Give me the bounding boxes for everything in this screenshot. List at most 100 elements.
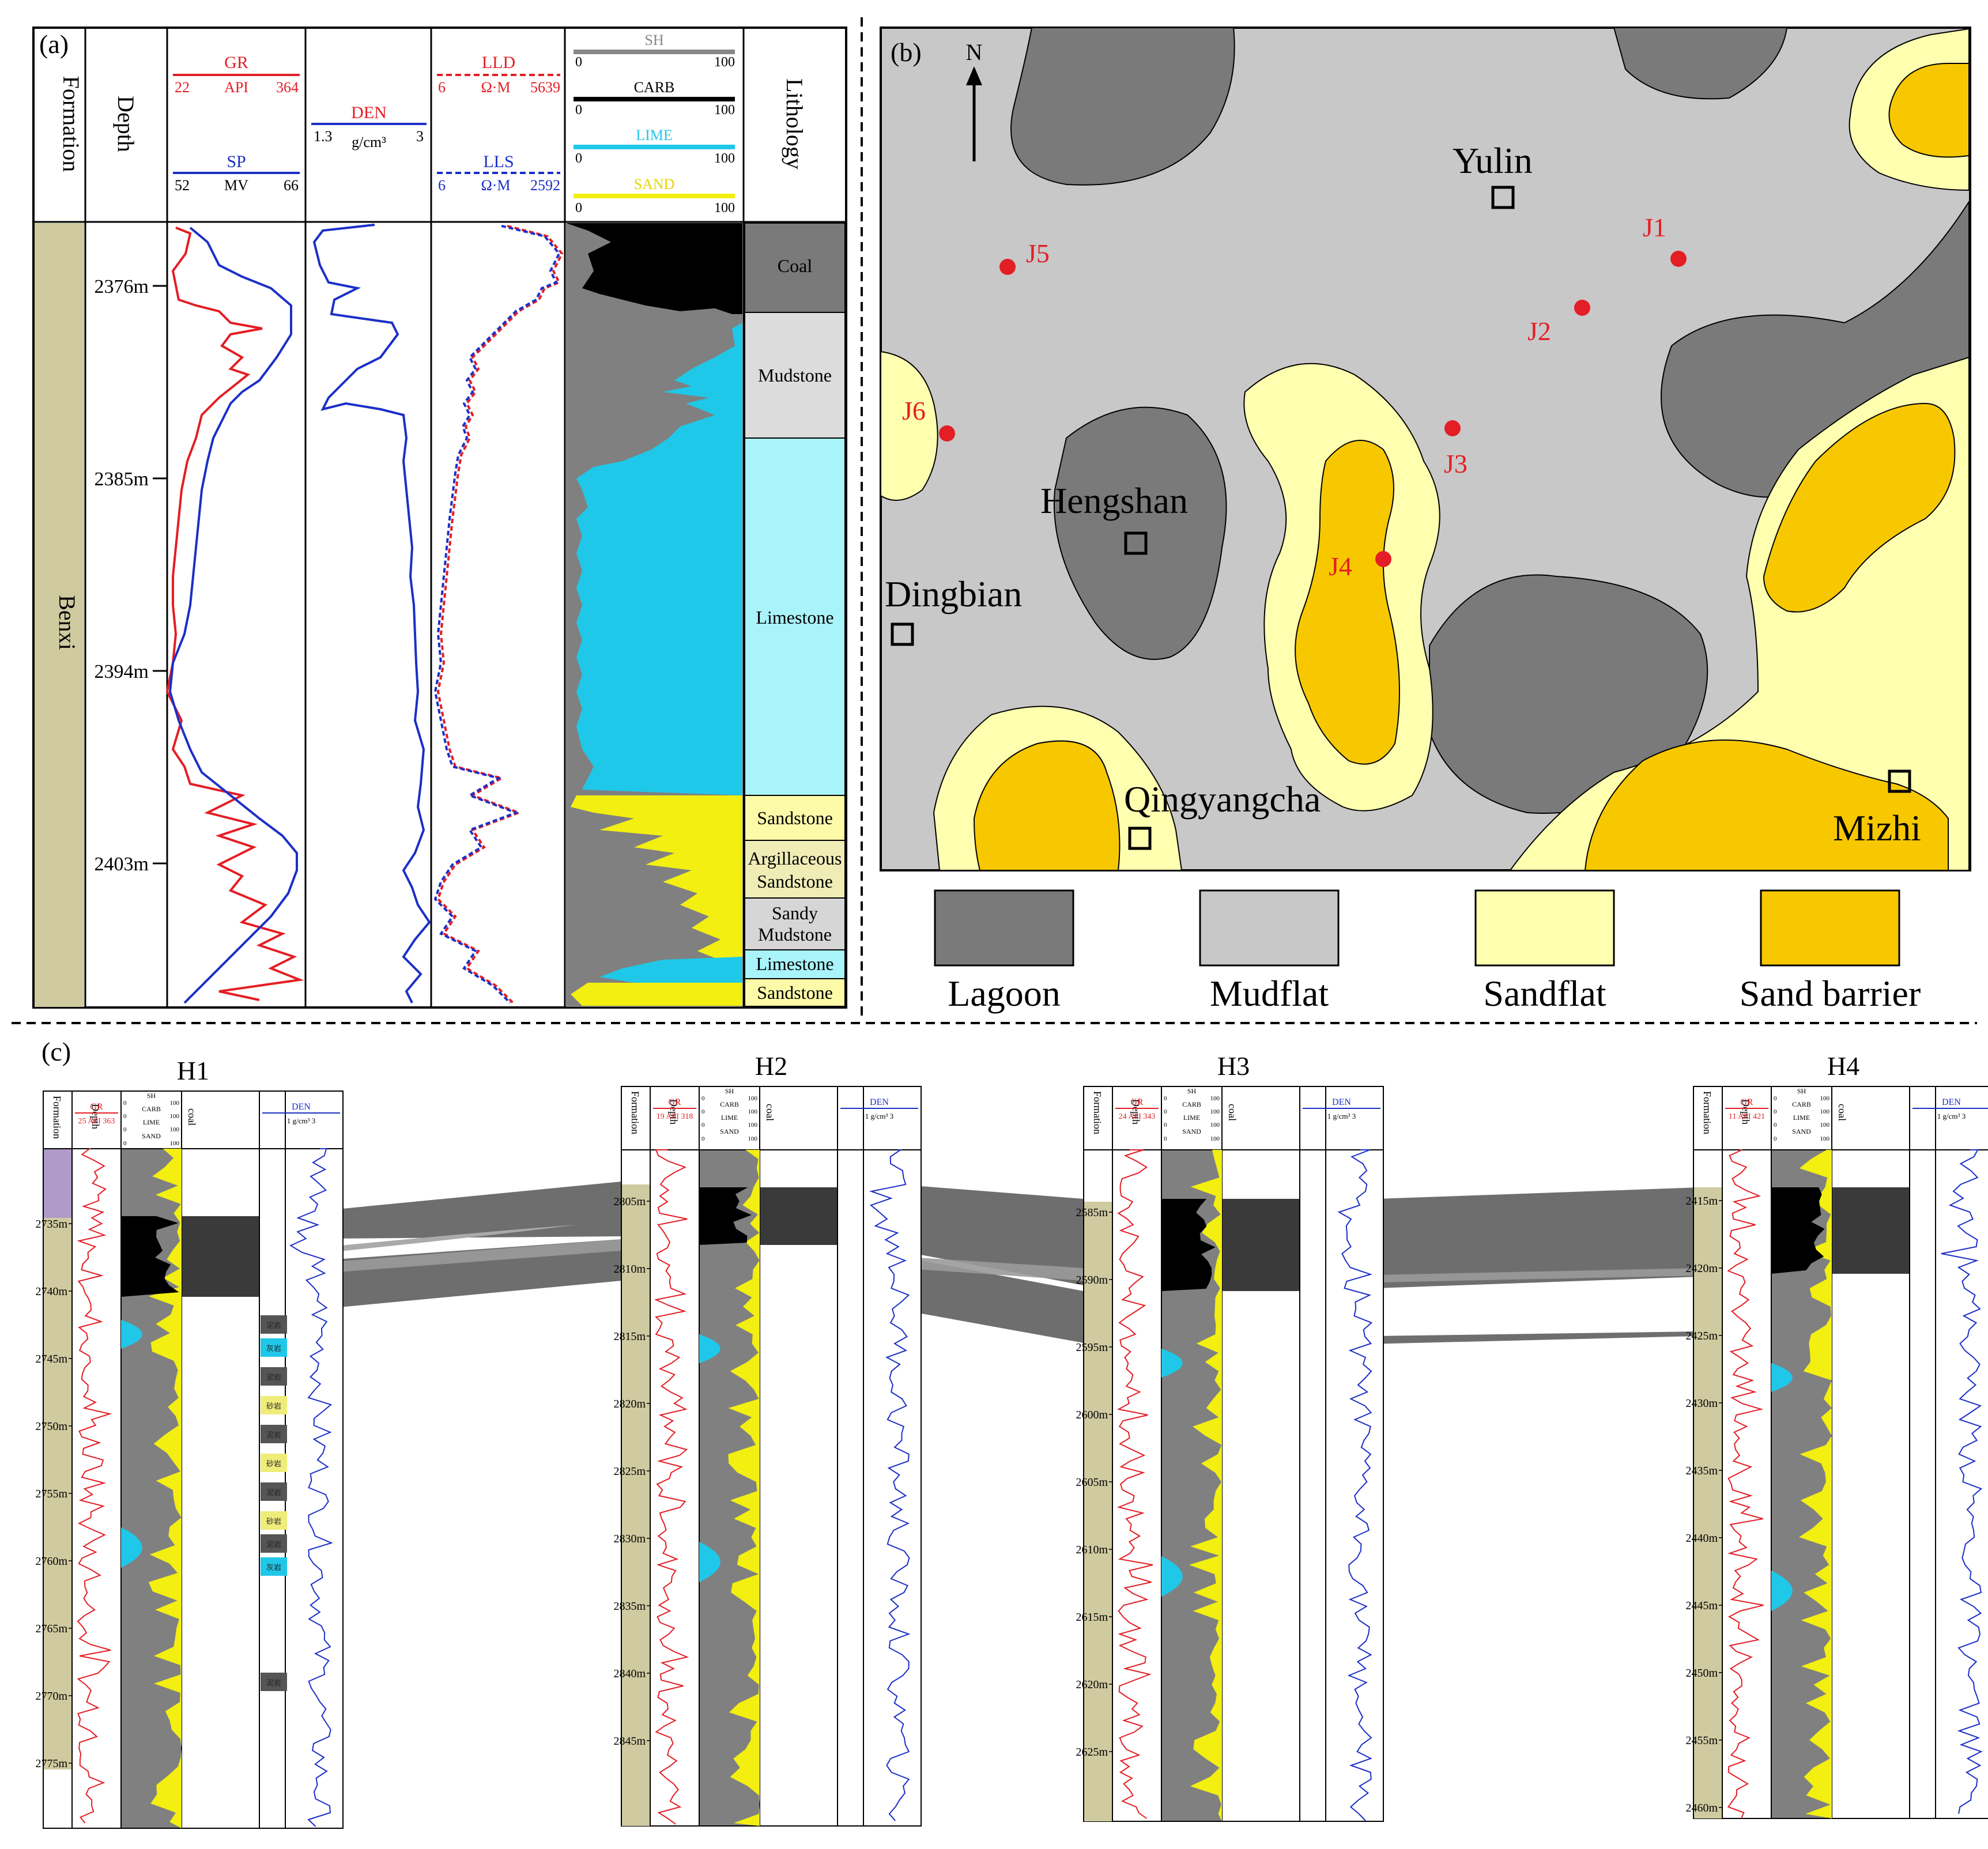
litho-label: Coal — [778, 255, 813, 276]
den-scale: 1 g/cm³ 3 — [1937, 1112, 1966, 1120]
component-header: LIME — [1793, 1114, 1810, 1122]
component-scale: 0 — [1774, 1108, 1777, 1115]
legend-swatch-sand-barrier — [1760, 889, 1900, 967]
den-header: DEN — [1942, 1097, 1961, 1107]
mini-litho-label: 砂岩 — [266, 1459, 281, 1468]
well-dot — [1375, 551, 1391, 567]
lls-name: LLS — [483, 152, 514, 171]
component-scale: 100 — [748, 1095, 758, 1102]
depth-header: Depth — [1740, 1099, 1752, 1125]
coal-column — [760, 1187, 837, 1245]
component-scale: 100 — [1820, 1095, 1830, 1102]
component-header: SH — [725, 1087, 734, 1095]
mini-litho-box — [261, 1482, 287, 1501]
depth-tick: 2595m — [1076, 1341, 1108, 1354]
comp-sh: SH — [644, 32, 663, 48]
lithology-column: Coal Mudstone Limestone Sandstone Argill… — [744, 222, 846, 1007]
cities: Yulin Hengshan Dingbian Qingyangcha Mizh… — [885, 140, 1921, 850]
lls-max: 2592 — [530, 177, 560, 194]
coal-fill — [121, 1216, 179, 1297]
coal-fill — [699, 1187, 752, 1245]
lls-unit: Ω·M — [481, 177, 510, 194]
mini-litho-label: 泥岩 — [266, 1488, 281, 1497]
well-label: J3 — [1444, 449, 1468, 478]
litho-label: Limestone — [756, 607, 833, 628]
lld-min: 6 — [438, 79, 446, 96]
sand-fill — [1799, 1150, 1832, 1818]
correlation-band-wedge — [288, 1225, 576, 1256]
litho-label: Sandstone — [757, 807, 833, 828]
litho-label-sandy: Sandy — [772, 903, 818, 923]
lime-fill — [699, 1542, 720, 1582]
depth-tick: 2625m — [1076, 1746, 1108, 1759]
north-arrow-head — [966, 66, 982, 85]
depth-tick: 2775m — [35, 1757, 67, 1770]
litho-label: Limestone — [756, 953, 833, 974]
panel-c-label: (c) — [42, 1037, 71, 1066]
depth-tick: 2455m — [1685, 1734, 1718, 1747]
panel-b: (b) N Yulin Hengshan Dingbian Qingyangch… — [880, 27, 1971, 1014]
mini-litho-box — [261, 1511, 287, 1530]
city-label: Yulin — [1453, 140, 1533, 181]
mini-litho-label: 泥岩 — [266, 1321, 281, 1330]
legend: Lagoon Mudflat Sandflat Sand barrier — [934, 889, 1921, 1014]
depth-tick: 2760m — [35, 1555, 67, 1568]
legend-swatch-sandflat — [1474, 889, 1615, 967]
depth-tick: 2450m — [1685, 1667, 1718, 1680]
gr-scale: 24 API 343 — [1119, 1112, 1156, 1121]
coal-column — [1223, 1199, 1299, 1291]
panel-a-label: (a) — [39, 29, 69, 59]
depth-header: Depth — [668, 1099, 680, 1125]
depth-tick: 2805m — [613, 1195, 646, 1208]
mini-litho-label: 泥岩 — [266, 1431, 281, 1439]
component-scale: 0 — [123, 1100, 127, 1107]
lld-name: LLD — [482, 53, 515, 72]
depth-tick: 2815m — [613, 1330, 646, 1343]
component-scale: 0 — [123, 1126, 127, 1133]
comp-sh-min: 0 — [575, 55, 582, 70]
component-header: CARB — [720, 1100, 739, 1108]
well-dot — [939, 425, 955, 442]
component-header: LIME — [143, 1118, 160, 1126]
component-scale: 100 — [748, 1108, 758, 1115]
component-scale: 100 — [1210, 1108, 1220, 1115]
comp-lime-min: 0 — [575, 151, 582, 166]
component-header: SAND — [1182, 1127, 1201, 1135]
den-curve — [1941, 1149, 1983, 1814]
depth-tick: 2445m — [1685, 1599, 1718, 1612]
legend-swatch-mudflat — [1199, 889, 1340, 967]
sp-unit: MV — [224, 177, 248, 194]
depth-tick: 2750m — [35, 1420, 67, 1433]
coal-column — [182, 1216, 259, 1297]
den-curve — [869, 1149, 911, 1821]
depth-tick: 2585m — [1076, 1206, 1108, 1219]
component-scale: 0 — [1774, 1122, 1777, 1129]
coal-header: coal — [764, 1104, 776, 1121]
mini-litho-label: 灰岩 — [266, 1344, 281, 1353]
component-scale: 100 — [170, 1140, 180, 1147]
lime-fill — [1161, 1556, 1183, 1597]
panel-b-label: (b) — [891, 37, 922, 67]
coal-header: coal — [1227, 1104, 1238, 1121]
component-scale: 100 — [1820, 1108, 1830, 1115]
depth-tick: 2620m — [1076, 1678, 1108, 1691]
component-scale: 0 — [1164, 1095, 1167, 1102]
sp-max: 66 — [284, 177, 299, 194]
comp-lime: LIME — [636, 127, 673, 144]
legend-label: Sandflat — [1483, 973, 1606, 1014]
lld-unit: Ω·M — [481, 79, 510, 96]
component-scale: 100 — [170, 1100, 180, 1107]
depth-tick: 2830m — [613, 1533, 646, 1545]
mini-litho-box — [261, 1557, 287, 1576]
well-frame — [1083, 1086, 1384, 1822]
depth-header: Depth — [90, 1104, 101, 1129]
component-header: CARB — [1182, 1100, 1201, 1108]
well-title: H3 — [1217, 1051, 1250, 1081]
comp-carb-min: 0 — [575, 103, 582, 118]
mini-litho-box — [261, 1454, 287, 1472]
component-scale: 100 — [1210, 1122, 1220, 1129]
gr-scale: 25 API 363 — [78, 1117, 115, 1126]
comp-carb: CARB — [634, 79, 675, 96]
den-header: DEN — [292, 1102, 311, 1112]
